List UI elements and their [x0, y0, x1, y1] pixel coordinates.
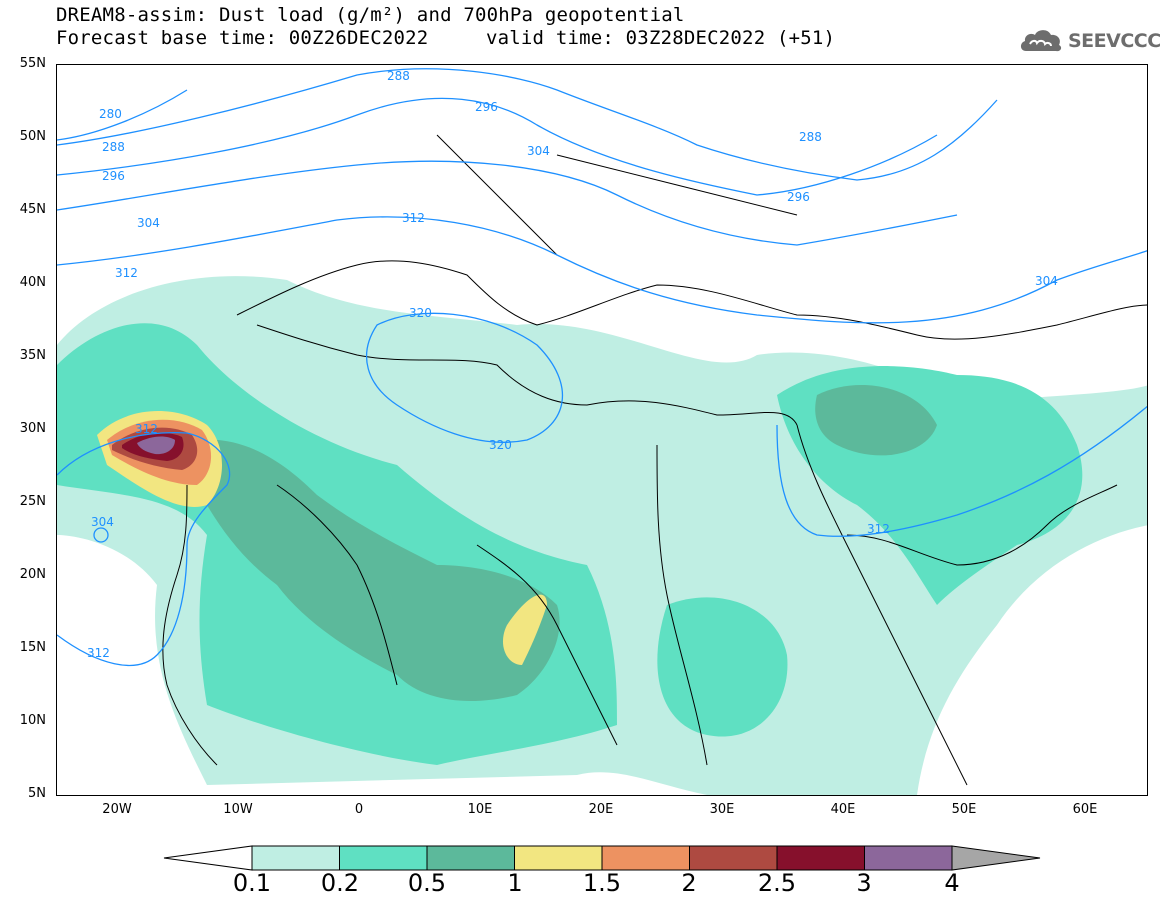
dust-band-1	[502, 594, 547, 665]
seevccc-logo: SEEVCCC	[1018, 26, 1161, 56]
colorbar-cell	[514, 845, 603, 871]
contour-label-296c: 296	[787, 190, 810, 204]
lon-label-20w: 20W	[102, 802, 132, 817]
contour-label-304b: 304	[137, 216, 160, 230]
colorbar-label-2.5: 2.5	[757, 869, 797, 897]
lat-label-30n: 30N	[19, 421, 46, 436]
dust-band-4	[137, 436, 175, 455]
lon-label-30e: 30E	[709, 802, 735, 817]
colorbar-label-1: 1	[507, 869, 523, 897]
lon-label-10e: 10E	[467, 802, 493, 817]
contour-label-296a: 296	[475, 100, 498, 114]
cloud-icon	[1020, 30, 1062, 52]
lon-label-40e: 40E	[830, 802, 856, 817]
lon-label-10w: 10W	[223, 802, 253, 817]
lon-label-0: 0	[354, 802, 364, 817]
contour-label-288b: 288	[102, 140, 125, 154]
contour-label-320b: 320	[489, 438, 512, 452]
contour-labels: 288 280 296 288 304 296 304 312 296 288 …	[87, 69, 1058, 660]
lat-label-20n: 20N	[19, 567, 46, 582]
lon-label-20e: 20E	[588, 802, 614, 817]
contour-label-304a: 304	[527, 144, 550, 158]
lat-label-10n: 10N	[19, 713, 46, 728]
colorbar-cell	[689, 845, 778, 871]
geopotential-contours	[57, 68, 1147, 667]
colorbar	[163, 845, 1041, 871]
lat-label-25n: 25N	[19, 494, 46, 509]
colorbar-cell	[776, 845, 865, 871]
colorbar-cell	[339, 845, 428, 871]
logo-text: SEEVCCC	[1068, 30, 1161, 52]
lon-label-60e: 60E	[1072, 802, 1098, 817]
lat-label-45n: 45N	[19, 202, 46, 217]
map-title-line-1: DREAM8-assim: Dust load (g/m²) and 700hP…	[56, 4, 685, 26]
colorbar-label-1.5: 1.5	[582, 869, 622, 897]
map-title-valid-time: valid time: 03Z28DEC2022 (+51)	[486, 27, 836, 49]
colorbar-label-3: 3	[856, 869, 872, 897]
contour-label-312b: 312	[115, 266, 138, 280]
colorbar-cells	[251, 845, 953, 871]
colorbar-label-0.1: 0.1	[232, 869, 272, 897]
colorbar-cell	[251, 845, 340, 871]
colorbar-cell	[601, 845, 690, 871]
dust-map: 288 280 296 288 304 296 304 312 296 288 …	[56, 64, 1148, 796]
contour-label-296b: 296	[102, 169, 125, 183]
dust-band-0.5	[177, 439, 560, 701]
contour-label-304d: 304	[91, 515, 114, 529]
contour-label-320a: 320	[409, 306, 432, 320]
dust-band-0.5-arabia	[815, 385, 937, 456]
contour-label-304c: 304	[1035, 274, 1058, 288]
map-title-base-time: Forecast base time: 00Z26DEC2022	[56, 27, 429, 49]
lat-label-5n: 5N	[28, 786, 46, 801]
colorbar-label-4: 4	[944, 869, 960, 897]
colorbar-cell	[864, 845, 953, 871]
colorbar-label-0.2: 0.2	[320, 869, 360, 897]
dust-load-fill	[57, 276, 1147, 795]
contour-label-288a: 288	[387, 69, 410, 83]
colorbar-cell	[426, 845, 515, 871]
colorbar-label-2: 2	[681, 869, 697, 897]
colorbar-under-triangle	[163, 845, 253, 871]
lat-label-15n: 15N	[19, 640, 46, 655]
colorbar-label-0.5: 0.5	[407, 869, 447, 897]
coastlines	[162, 134, 1147, 786]
lat-label-35n: 35N	[19, 348, 46, 363]
lat-label-50n: 50N	[19, 129, 46, 144]
lat-label-40n: 40N	[19, 275, 46, 290]
contour-label-288c: 288	[799, 130, 822, 144]
contour-label-312e: 312	[867, 522, 890, 536]
contour-label-312a: 312	[402, 211, 425, 225]
dust-band-0.2-sudan	[657, 597, 788, 737]
lon-label-50e: 50E	[951, 802, 977, 817]
contour-label-280: 280	[99, 107, 122, 121]
contour-label-312c: 312	[135, 422, 158, 436]
contour-label-312d: 312	[87, 646, 110, 660]
lat-label-55n: 55N	[19, 56, 46, 71]
map-canvas: 288 280 296 288 304 296 304 312 296 288 …	[57, 68, 1147, 795]
colorbar-over-triangle	[951, 845, 1041, 871]
